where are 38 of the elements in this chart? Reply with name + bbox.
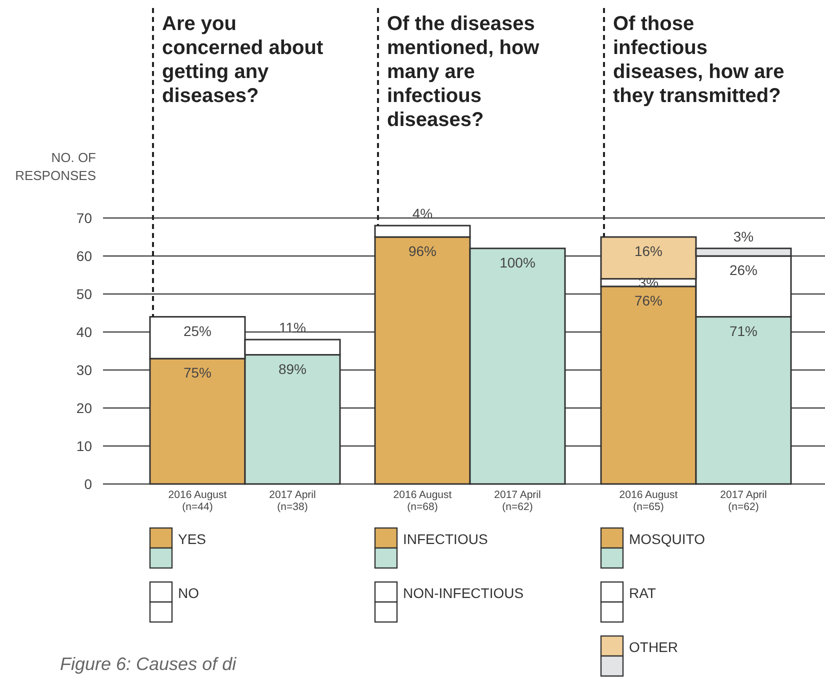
annotation: 71%: [729, 322, 758, 339]
legend-label: INFECTIOUS: [403, 531, 488, 547]
y-tick-label: 70: [76, 210, 92, 226]
y-tick-label: 20: [76, 400, 92, 416]
legend-label: MOSQUITO: [629, 531, 706, 547]
legend-label: NO: [178, 585, 200, 601]
annotation: 76%: [634, 292, 663, 308]
annotation: 11%: [279, 320, 306, 336]
x-tick-label: 2017 April (n=62): [494, 489, 541, 513]
x-tick-label: 2017 April (n=62): [720, 489, 767, 513]
y-tick-label: 10: [76, 438, 92, 454]
y-tick-label: 60: [76, 248, 92, 264]
annotation: 26%: [729, 262, 758, 278]
annotation: 25%: [183, 322, 212, 339]
annotation: 16%: [634, 243, 663, 259]
y-tick-label: 30: [76, 362, 92, 378]
annotation: 4%: [412, 206, 433, 222]
chart-title: Are you concerned about getting any diseases?: [162, 13, 324, 107]
chart-title: Of the diseases mentioned, how many are infectious diseases?: [387, 13, 540, 131]
x-tick-label: 2016 August (n=65): [619, 489, 678, 513]
chart-title: Of those infectious diseases, how are they transmitted?: [613, 13, 784, 107]
y-tick-label: 0: [84, 476, 92, 492]
caption: Figure 6: Causes of di: [60, 654, 238, 674]
x-tick-label: 2016 August (n=44): [168, 489, 227, 513]
annotation: 100%: [500, 254, 536, 270]
annotation: 96%: [408, 243, 437, 259]
annotation: 75%: [183, 364, 212, 381]
annotation: 89%: [278, 360, 307, 377]
legend-label: RAT: [629, 585, 656, 601]
legend-label: OTHER: [629, 639, 678, 655]
x-tick-label: 2016 August (n=68): [393, 489, 452, 513]
y-tick-label: 50: [76, 286, 92, 302]
y-tick-label: 40: [76, 324, 92, 340]
x-tick-label: 2017 April (n=38): [269, 489, 316, 513]
y-axis-title: NO. OF RESPONSES: [15, 150, 96, 183]
legend-label: YES: [178, 531, 206, 547]
legend-label: NON-INFECTIOUS: [403, 585, 524, 601]
annotation: 3%: [733, 228, 754, 244]
